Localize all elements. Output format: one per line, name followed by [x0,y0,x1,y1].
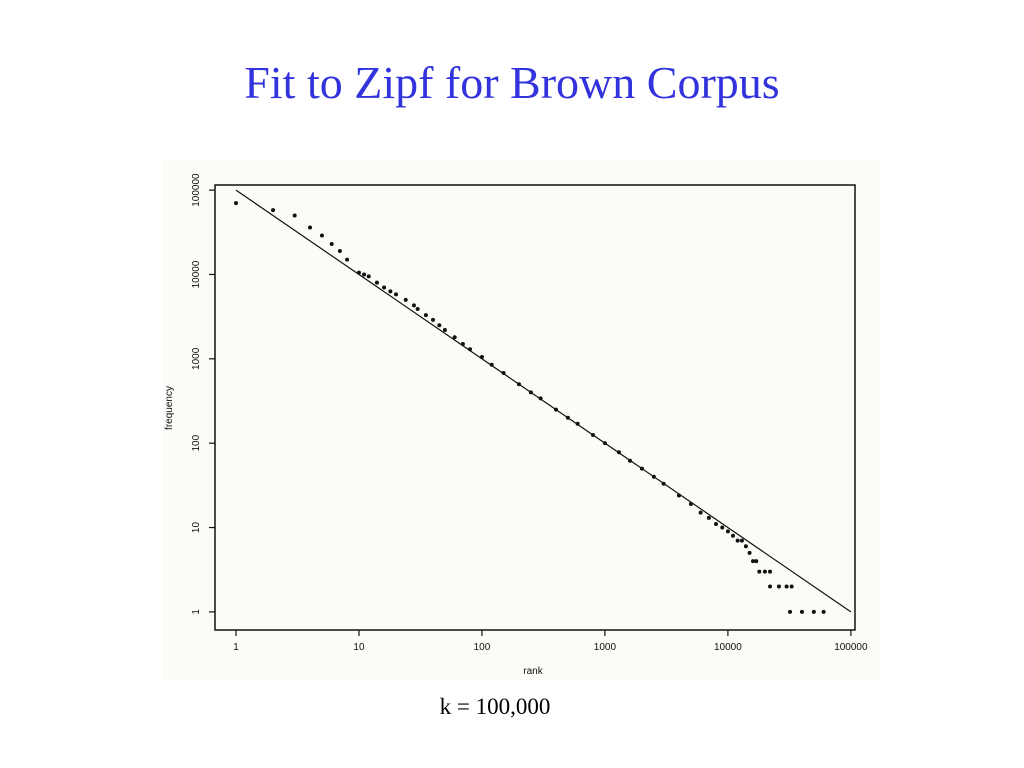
data-point [789,584,794,589]
data-point [688,502,693,507]
data-point [319,233,324,238]
data-point [616,450,621,455]
data-point [271,208,276,213]
data-point [747,550,752,555]
y-axis-label: frequency [164,386,175,430]
data-point [720,525,725,530]
data-point [431,317,436,322]
plot-frame [214,184,856,631]
data-point [411,303,416,308]
data-point [393,292,398,297]
data-point [739,538,744,543]
data-point [565,415,570,420]
data-point [337,248,342,253]
data-point [713,522,718,527]
data-point [362,272,367,277]
x-tick-label: 100000 [834,642,868,653]
data-point [489,362,494,367]
data-point [538,396,543,401]
fit-line [235,189,852,613]
x-tick-label: 1000 [594,642,617,653]
y-tick-label: 100000 [191,173,202,207]
data-point [501,370,506,375]
data-point [468,347,473,352]
data-point [602,441,607,446]
data-point [639,466,644,471]
data-point [382,285,387,290]
data-point [345,257,350,262]
slide-title: Fit to Zipf for Brown Corpus [244,57,780,108]
data-point [479,355,484,360]
data-point [757,569,762,574]
data-point [233,201,238,206]
data-point [762,569,767,574]
y-tick-label: 100 [191,434,202,451]
data-point [784,584,789,589]
data-point [821,609,826,614]
data-point [743,544,748,549]
y-tick-label: 1 [191,609,202,615]
data-point [553,407,558,412]
data-point [768,584,773,589]
data-point [706,515,711,520]
data-point [308,225,313,230]
data-point [403,297,408,302]
data-point [661,481,666,486]
data-point [292,213,297,218]
data-point [442,327,447,332]
data-point [415,306,420,311]
chart-background [163,160,880,680]
data-point [754,559,759,564]
caption: k = 100,000 [439,694,551,719]
x-tick-label: 10 [353,642,365,653]
data-point [735,538,740,543]
data-point [651,474,656,479]
data-point [776,584,781,589]
data-point [725,529,730,534]
data-point [356,270,361,275]
data-point [591,433,596,438]
data-point [768,569,773,574]
data-point [423,313,428,318]
data-point [528,390,533,395]
data-point [329,241,334,246]
data-point [575,421,580,426]
y-tick-label: 10000 [191,260,202,288]
data-point [366,274,371,279]
x-tick-label: 10000 [714,642,742,653]
data-point [799,609,804,614]
data-point [698,510,703,515]
x-tick-label: 100 [474,642,491,653]
data-point [751,559,756,564]
x-axis-label: rank [523,666,543,677]
y-tick-label: 10 [191,522,202,534]
data-point [452,335,457,340]
data-point [388,289,393,294]
data-point [628,458,633,463]
data-point [460,341,465,346]
x-tick-label: 1 [233,642,239,653]
data-point [811,609,816,614]
data-point [374,280,379,285]
data-point [676,493,681,498]
data-point [437,323,442,328]
data-point [788,609,793,614]
data-point [516,382,521,387]
y-tick-label: 1000 [191,347,202,370]
data-point [731,533,736,538]
